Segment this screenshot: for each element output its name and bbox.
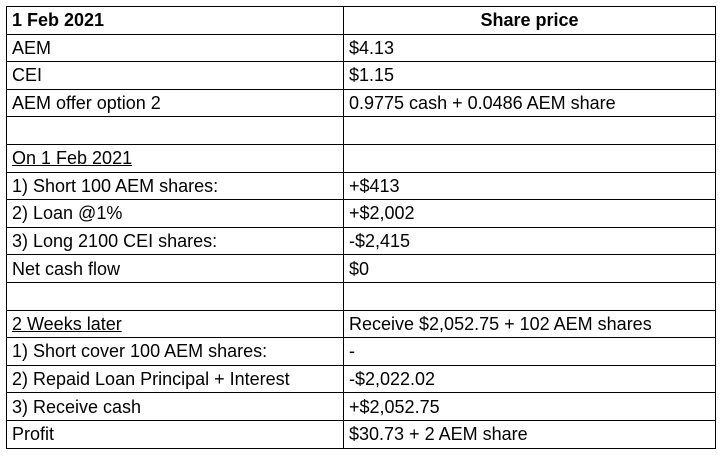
section-title: On 1 Feb 2021 [6,143,344,173]
table-row: AEM offer option 2 0.9775 cash + 0.0486 … [6,88,716,118]
empty-cell [343,116,716,145]
empty-cell [343,281,716,311]
section-title-row: 2 Weeks later Receive $2,052.75 + 102 AE… [6,309,716,339]
table-row: 2) Loan @1% +$2,002 [6,199,716,228]
row-label: 3) Long 2100 CEI shares: [6,226,344,256]
table-row: Net cash flow $0 [6,254,716,283]
table-row: 2) Repaid Loan Principal + Interest -$2,… [6,364,716,394]
row-label: AEM offer option 2 [6,88,344,118]
table-row: 3) Receive cash +$2,052.75 [6,392,716,421]
row-label: AEM [6,33,344,63]
row-label: 2) Loan @1% [6,199,344,228]
row-value: $1.15 [343,61,716,90]
row-label: CEI [6,61,344,90]
arbitrage-table: 1 Feb 2021 Share price AEM $4.13 CEI $1.… [6,6,716,449]
row-label: Net cash flow [6,254,344,283]
row-label: 3) Receive cash [6,392,344,421]
section-title: 2 Weeks later [6,309,344,339]
row-value: -$2,415 [343,226,716,256]
row-value: +$2,002 [343,199,716,228]
empty-row [6,116,716,145]
section-value [343,143,716,173]
row-value: - [343,337,716,366]
row-label: 1) Short 100 AEM shares: [6,171,344,201]
row-value: $0 [343,254,716,283]
row-value: $30.73 + 2 AEM share [343,419,716,449]
date-header: 1 Feb 2021 [6,6,344,35]
table-row: 1) Short cover 100 AEM shares: - [6,337,716,366]
header-row: 1 Feb 2021 Share price [6,6,716,35]
row-value: $4.13 [343,33,716,63]
row-label: 2) Repaid Loan Principal + Interest [6,364,344,394]
row-value: +$2,052.75 [343,392,716,421]
row-label: Profit [6,419,344,449]
section-title-row: On 1 Feb 2021 [6,143,716,173]
row-label: 1) Short cover 100 AEM shares: [6,337,344,366]
empty-cell [6,116,344,145]
row-value: -$2,022.02 [343,364,716,394]
table-row: Profit $30.73 + 2 AEM share [6,419,716,449]
row-value: +$413 [343,171,716,201]
empty-row [6,281,716,311]
row-value: 0.9775 cash + 0.0486 AEM share [343,88,716,118]
table-row: 1) Short 100 AEM shares: +$413 [6,171,716,201]
table-row: AEM $4.13 [6,33,716,63]
table-row: 3) Long 2100 CEI shares: -$2,415 [6,226,716,256]
empty-cell [6,281,344,311]
section-value: Receive $2,052.75 + 102 AEM shares [343,309,716,339]
table-row: CEI $1.15 [6,61,716,90]
share-price-header: Share price [343,6,716,35]
